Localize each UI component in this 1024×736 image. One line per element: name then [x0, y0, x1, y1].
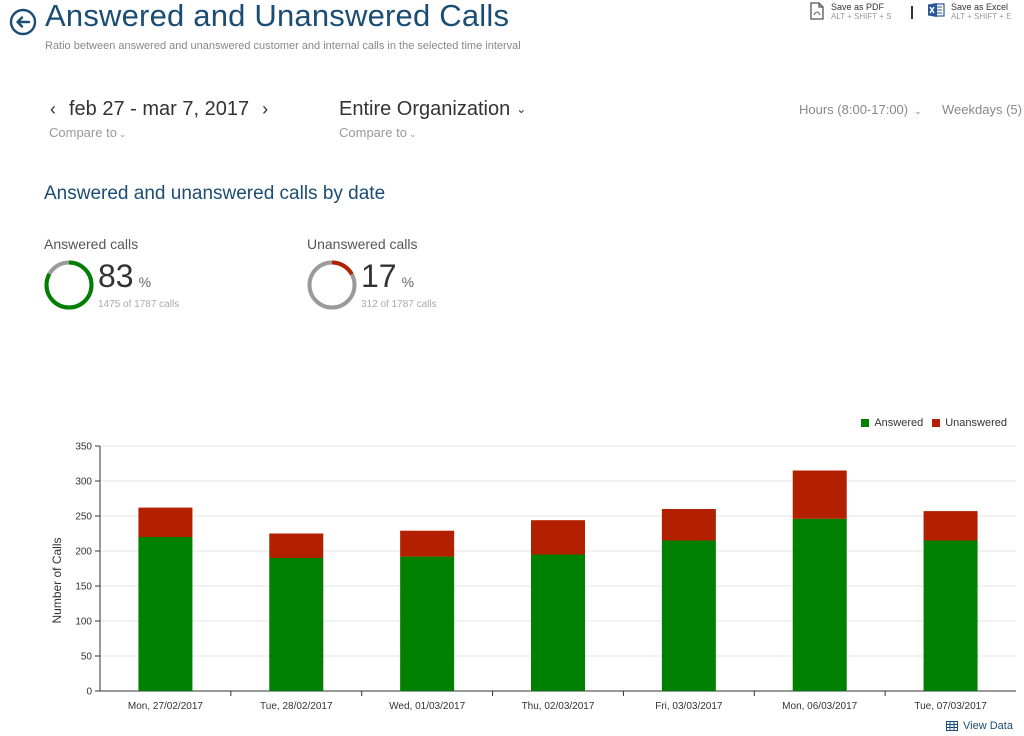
organization-label: Entire Organization: [339, 98, 511, 120]
kpi-value: 83%: [98, 258, 151, 295]
x-tick-label: Thu, 02/03/2017: [522, 701, 595, 712]
save-as-excel-label: Save as Excel: [951, 2, 1009, 12]
bar-unanswered: [531, 520, 585, 555]
y-tick-label: 150: [75, 582, 92, 593]
save-as-excel-shortcut: ALT + SHIFT + E: [951, 12, 1012, 21]
date-range-label[interactable]: feb 27 - mar 7, 2017: [69, 98, 250, 120]
hours-filter-label: Hours (8:00-17:00): [799, 102, 909, 117]
answered-donut-ring: [44, 260, 94, 310]
chevron-down-icon: ⌄: [914, 106, 922, 116]
weekdays-filter-label: Weekdays (5): [942, 102, 1022, 117]
legend-label-unanswered: Unanswered: [945, 417, 1007, 429]
kpi-label: Answered calls: [44, 236, 139, 252]
back-button[interactable]: [9, 8, 37, 36]
back-arrow-circle-icon: [9, 8, 37, 36]
answered-detail: 1475 of 1787 calls: [98, 299, 180, 310]
section-title: Answered and unanswered calls by date: [44, 183, 386, 204]
save-as-pdf-button[interactable]: Save as PDF ALT + SHIFT + S: [809, 2, 891, 22]
answered-calls-kpi: Answered calls 83% 1475 of 1787 calls: [44, 236, 179, 314]
organization-dropdown[interactable]: Entire Organization ⌄: [339, 98, 526, 121]
chevron-down-icon: ⌄: [118, 129, 127, 139]
bar-answered: [792, 518, 847, 691]
legend-label-answered: Answered: [874, 417, 924, 429]
percent-unit: %: [138, 274, 152, 290]
unanswered-percent: 17: [361, 258, 397, 294]
unanswered-donut-ring: [307, 260, 357, 310]
bar-unanswered: [661, 509, 716, 541]
bar-answered: [531, 554, 585, 691]
chevron-down-icon: ⌄: [516, 102, 527, 116]
kpi-value: 17%: [361, 258, 414, 295]
pdf-file-icon: [810, 2, 824, 20]
previous-period-chevron-icon[interactable]: ‹: [50, 99, 56, 119]
percent-unit: %: [401, 274, 415, 290]
unanswered-calls-kpi: Unanswered calls 17% 312 of 1787 calls: [307, 236, 437, 314]
x-tick-label: Tue, 07/03/2017: [914, 701, 987, 712]
bar-unanswered: [923, 511, 978, 541]
save-as-pdf-shortcut: ALT + SHIFT + S: [831, 12, 892, 21]
legend-item-answered[interactable]: Answered: [861, 417, 923, 429]
compare-to-label: Compare to: [339, 125, 407, 140]
chart-legend: Answered Unanswered: [852, 417, 1007, 429]
page-subtitle: Ratio between answered and unanswered cu…: [45, 40, 521, 52]
bar-answered: [923, 540, 978, 691]
export-separator: [911, 6, 913, 19]
view-data-button[interactable]: View Data: [946, 720, 1013, 732]
bar-answered: [269, 558, 324, 691]
date-range-selector: ‹ feb 27 - mar 7, 2017 ›: [47, 98, 271, 121]
kpi-label: Unanswered calls: [307, 236, 418, 252]
chevron-down-icon: ⌄: [408, 129, 417, 139]
save-as-pdf-label: Save as PDF: [831, 2, 885, 12]
legend-item-unanswered[interactable]: Unanswered: [932, 417, 1007, 429]
hours-filter-dropdown[interactable]: Hours (8:00-17:00) ⌄: [799, 102, 922, 117]
table-grid-icon: [946, 721, 958, 731]
bar-answered: [138, 537, 193, 691]
answered-percent: 83: [98, 258, 134, 294]
view-data-label: View Data: [963, 720, 1013, 732]
page-title: Answered and Unanswered Calls: [45, 0, 510, 33]
compare-to-label: Compare to: [49, 125, 117, 140]
y-tick-label: 100: [75, 617, 92, 628]
legend-swatch-unanswered: [932, 419, 941, 427]
bar-unanswered: [792, 470, 847, 519]
x-tick-label: Tue, 28/02/2017: [260, 701, 333, 712]
x-tick-label: Mon, 27/02/2017: [128, 701, 203, 712]
y-axis-label: Number of Calls: [50, 537, 64, 623]
bar-unanswered: [138, 507, 193, 537]
save-as-excel-button[interactable]: Save as Excel ALT + SHIFT + E: [927, 2, 1011, 22]
bar-answered: [400, 556, 455, 691]
y-tick-label: 50: [81, 652, 93, 663]
y-tick-label: 200: [75, 547, 92, 558]
stacked-bar-chart: 0 50 100 150 200 250 300 350 Number of Calls Mon,…: [50, 442, 1016, 712]
compare-to-dropdown[interactable]: Compare to ⌄: [49, 125, 126, 140]
y-tick-label: 250: [75, 512, 92, 523]
y-tick-label: 300: [75, 477, 92, 488]
excel-icon: [928, 3, 945, 17]
bar-unanswered: [400, 530, 455, 557]
unanswered-detail: 312 of 1787 calls: [361, 299, 437, 310]
legend-swatch-answered: [861, 419, 870, 427]
compare-to-dropdown-organization[interactable]: Compare to ⌄: [339, 125, 416, 140]
x-tick-label: Fri, 03/03/2017: [655, 701, 723, 712]
y-tick-label: 350: [75, 442, 92, 453]
next-period-chevron-icon[interactable]: ›: [262, 99, 269, 119]
weekdays-filter-dropdown[interactable]: Weekdays (5): [942, 102, 1022, 117]
bar-unanswered: [269, 533, 324, 558]
x-tick-label: Wed, 01/03/2017: [389, 701, 465, 712]
x-tick-label: Mon, 06/03/2017: [782, 701, 857, 712]
bar-answered: [661, 540, 716, 691]
y-tick-label: 0: [86, 687, 92, 698]
